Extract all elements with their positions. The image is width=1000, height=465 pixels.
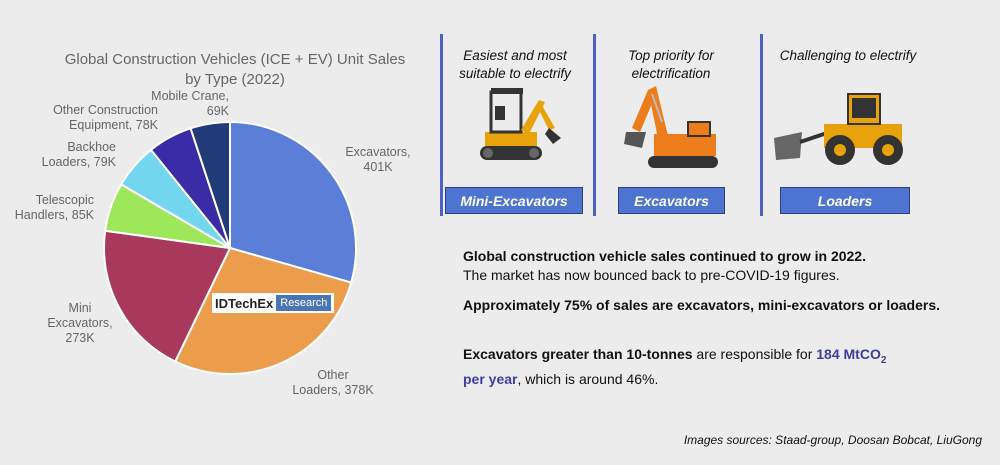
- label-line: Equipment, 78K: [69, 118, 158, 132]
- label-excavators: Excavators, 401K: [343, 145, 413, 175]
- label-line: Excavators,: [345, 145, 411, 159]
- label-other-loaders: Other Loaders, 378K: [286, 368, 380, 398]
- badge-mini-excavators: Mini-Excavators: [445, 187, 583, 214]
- heading-line: Challenging to electrify: [779, 48, 917, 63]
- idtechex-logo: IDTechEx Research: [212, 293, 335, 313]
- badge-excavators: Excavators: [618, 187, 725, 214]
- label-line: Mobile Crane,: [151, 89, 229, 103]
- label-mobile-crane: Mobile Crane, 69K: [143, 89, 229, 119]
- p3-bold: Excavators greater than 10-tonnes: [463, 346, 693, 362]
- label-line: Telescopic: [35, 193, 94, 207]
- label-line: Handlers, 85K: [14, 208, 94, 222]
- pie-slice-0: [229, 120, 357, 284]
- badge-loaders: Loaders: [780, 187, 910, 214]
- heading-line: suitable to electrify: [459, 66, 571, 81]
- divider: [760, 34, 763, 216]
- chart-title-line1: Global Construction Vehicles (ICE + EV) …: [64, 51, 406, 68]
- label-line: 401K: [363, 160, 393, 174]
- label-telescopic-handlers: Telescopic Handlers, 85K: [6, 193, 94, 223]
- label-line: Mini: [68, 301, 92, 315]
- heading-line: Top priority for: [628, 48, 714, 63]
- label-line: Excavators,: [47, 316, 113, 330]
- divider: [593, 34, 596, 216]
- label-line: Loaders, 378K: [292, 383, 374, 397]
- heading-loaders: Challenging to electrify: [768, 47, 928, 65]
- label-line: Other Construction: [53, 103, 158, 117]
- heading-mini-excavators: Easiest and most suitable to electrify: [440, 47, 590, 83]
- pie-slice-6: [189, 120, 231, 249]
- paragraph-emissions: Excavators greater than 10-tonnes are re…: [463, 345, 973, 389]
- label-mini-excavators: Mini Excavators, 273K: [40, 301, 120, 346]
- p3-value: 184 MtCO2: [816, 346, 886, 366]
- heading-line: Easiest and most: [463, 48, 567, 63]
- label-line: Loaders, 79K: [41, 155, 116, 169]
- p3-end: , which is around 46%.: [517, 370, 659, 387]
- paragraph-sales-growth: Global construction vehicle sales contin…: [463, 247, 973, 285]
- p3-mid: are responsible for: [692, 346, 817, 362]
- p1-rest: The market has now bounced back to pre-C…: [463, 267, 840, 283]
- mini-excavator-icon: [480, 88, 561, 160]
- label-backhoe-loaders: Backhoe Loaders, 79K: [28, 140, 116, 170]
- pie-slice-2: [103, 229, 232, 363]
- logo-brand: IDTechEx: [215, 295, 274, 311]
- label-line: 69K: [206, 104, 229, 118]
- p3-value2: per year: [463, 370, 518, 387]
- p3-value-text: 184 MtCO: [816, 346, 881, 362]
- excavator-icon: [624, 86, 718, 168]
- logo-tag: Research: [276, 295, 332, 311]
- p1-bold: Global construction vehicle sales contin…: [463, 248, 866, 264]
- divider: [440, 34, 443, 216]
- chart-title: Global Construction Vehicles (ICE + EV) …: [40, 50, 430, 90]
- paragraph-share: Approximately 75% of sales are excavator…: [463, 297, 941, 313]
- wheel-loader-icon: [774, 93, 903, 165]
- label-line: 273K: [65, 331, 95, 345]
- heading-line: electrification: [631, 66, 711, 81]
- label-other-construction-equipment: Other Construction Equipment, 78K: [40, 103, 158, 133]
- label-line: Backhoe: [67, 140, 116, 154]
- heading-excavators: Top priority for electrification: [596, 47, 746, 83]
- label-line: Other: [317, 368, 349, 382]
- image-source-credit: Images sources: Staad-group, Doosan Bobc…: [683, 433, 982, 447]
- chart-title-line2: by Type (2022): [185, 71, 285, 88]
- p3-sub: 2: [880, 354, 887, 366]
